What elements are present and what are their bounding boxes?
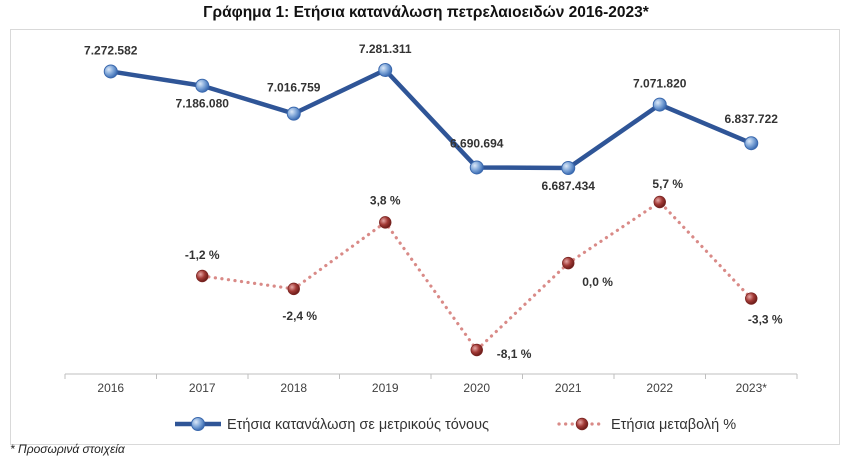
consumption-data-label: 7.281.311 [359,42,412,56]
consumption-data-label: 7.016.759 [267,81,321,95]
change-point [745,292,758,305]
x-tick-label: 2022 [646,381,673,395]
consumption-point [286,106,301,121]
legend-consumption-label: Ετήσια κατανάλωση σε μετρικούς τόνους [227,417,489,433]
change-data-label: 0,0 % [582,275,613,289]
consumption-point [744,136,759,151]
x-tick-label: 2020 [463,381,490,395]
consumption-point [469,160,484,175]
consumption-point [103,64,118,79]
legend-change-marker [575,417,589,431]
legend-consumption-marker [191,417,205,431]
chart-svg: 2016 2017 2018 2019 2020 2021 2022 2023* 7.272.… [64,42,798,433]
x-tick-label: 2017 [189,381,216,395]
change-point [562,256,575,270]
x-tick-label: 2019 [372,381,399,395]
data-labels: 7.272.582 7.186.080 7.016.759 7.281.311 6.69… [84,42,783,361]
change-point [379,216,392,229]
consumption-point [195,78,210,93]
chart-area: 2016 2017 2018 2019 2020 2021 2022 2023* 7.272.… [10,29,840,445]
change-data-label: -8,1 % [497,347,532,361]
change-data-label: -1,2 % [185,248,220,262]
change-point [287,282,300,296]
consumption-point [561,161,576,175]
x-tick-label: 2021 [555,381,582,395]
legend-change-label: Ετήσια μεταβολή % [611,417,736,433]
change-line [200,199,753,353]
footnote: * Προσωρινά στοιχεία [10,442,125,456]
consumption-data-label: 6.690.694 [450,136,504,150]
x-axis: 2016 2017 2018 2019 2020 2021 2022 2023* [64,373,798,395]
change-data-label: -3,3 % [748,313,783,327]
change-data-label: 5,7 % [652,177,683,191]
consumption-data-label: 6.687.434 [542,179,596,193]
consumption-point [652,97,667,112]
consumption-data-label: 6.837.722 [725,112,779,126]
change-point [653,195,666,209]
chart-title: Γράφημα 1: Ετήσια κατανάλωση πετρελαιοει… [203,4,649,21]
change-data-label: -2,4 % [282,309,317,323]
x-tick-label: 2018 [280,381,307,395]
change-data-label: 3,8 % [370,193,401,207]
consumption-data-label: 7.071.820 [633,77,687,91]
consumption-line [110,67,753,171]
plot-series [103,63,759,357]
x-tick-label: 2023* [736,381,768,395]
consumption-data-label: 7.186.080 [176,97,230,111]
consumption-data-label: 7.272.582 [84,43,138,57]
change-point [196,269,209,283]
x-tick-label: 2016 [97,381,124,395]
change-point [470,343,483,357]
legend: Ετήσια κατανάλωση σε μετρικούς τόνους Ετή… [175,417,736,433]
consumption-point [378,63,393,77]
